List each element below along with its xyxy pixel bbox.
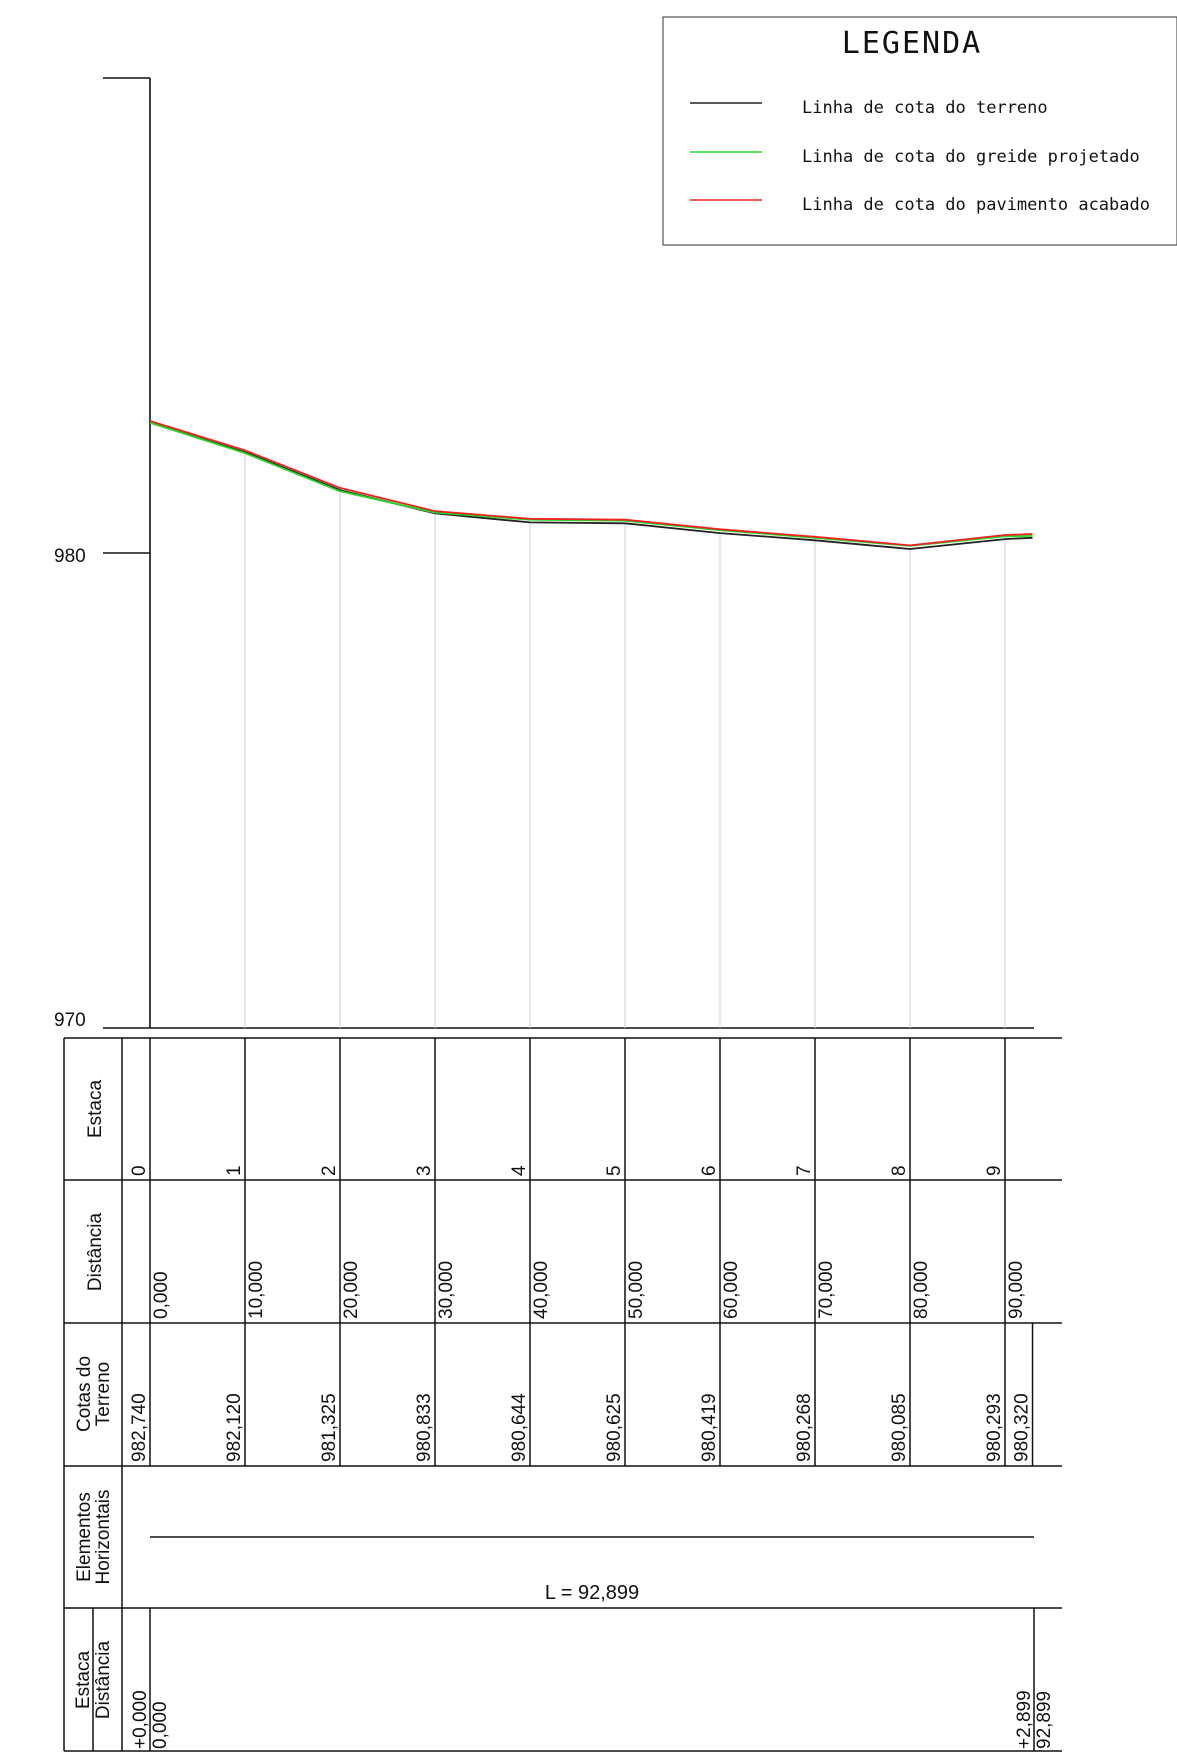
legend-box	[662, 16, 1177, 246]
row-label-cotas-l1: Cotas do	[74, 1356, 95, 1432]
legend-label-greide: Linha de cota do greide projetado	[802, 147, 1140, 167]
estaca-value: 1	[224, 1165, 245, 1176]
row-label-elementos-l2: Horizontais	[93, 1489, 114, 1584]
y-tick-label-970: 970	[54, 1010, 86, 1031]
estaca-value: 4	[509, 1165, 530, 1176]
estaca-value: 7	[794, 1165, 815, 1176]
bottom-end-distancia: 92,899	[1034, 1691, 1055, 1749]
bottom-end-estaca: +2,899	[1014, 1690, 1035, 1749]
y-tick-label-980: 980	[54, 546, 86, 567]
distancia-value: 50,000	[626, 1261, 647, 1319]
distancia-value: 90,000	[1006, 1261, 1027, 1319]
row-label-estaca: Estaca	[85, 1080, 106, 1139]
bottom-start-estaca: +0,000	[130, 1690, 151, 1749]
station-gridlines	[244, 452, 1006, 1028]
row-label-bottom-estaca: Estaca	[73, 1651, 94, 1710]
cota-terreno-value: 980,293	[984, 1393, 1005, 1462]
distancia-value: 20,000	[341, 1261, 362, 1319]
row-label-distancia: Distância	[85, 1213, 106, 1292]
estaca-value: 9	[984, 1165, 1005, 1176]
legend: LEGENDA Linha de cota do terreno Linha d…	[662, 16, 1177, 246]
legend-title: LEGENDA	[842, 26, 982, 61]
distancia-value: 40,000	[531, 1261, 552, 1319]
cota-terreno-value: 980,268	[794, 1393, 815, 1462]
legend-label-terreno: Linha de cota do terreno	[802, 98, 1048, 118]
cota-terreno-value: 980,419	[699, 1393, 720, 1462]
profile-line-pavimento	[149, 420, 1033, 547]
distancia-value: 70,000	[816, 1261, 837, 1319]
estaca-value: 5	[604, 1165, 625, 1176]
bottom-start-distancia: 0,000	[150, 1701, 171, 1749]
row-label-elementos-l1: Elementos	[74, 1492, 95, 1582]
legend-label-pavimento: Linha de cota do pavimento acabado	[802, 195, 1150, 215]
distancia-value: 80,000	[911, 1261, 932, 1319]
distancia-value: 0,000	[151, 1271, 172, 1319]
estaca-value: 0	[129, 1165, 150, 1176]
cota-terreno-value: 980,833	[414, 1393, 435, 1462]
estaca-value: 2	[319, 1165, 340, 1176]
profile-line-terreno	[149, 421, 1033, 550]
row-label-bottom-distancia: Distância	[93, 1641, 114, 1720]
cota-terreno-value: 980,644	[509, 1393, 530, 1462]
cota-terreno-value: 981,325	[319, 1393, 340, 1462]
estaca-value: 8	[889, 1165, 910, 1176]
row-label-cotas-l2: Terreno	[93, 1362, 114, 1426]
distancia-value: 60,000	[721, 1261, 742, 1319]
cota-terreno-value: 982,120	[224, 1393, 245, 1462]
y-axis: 980 970	[54, 77, 1034, 1031]
profile-table: Estaca Distância Cotas do Terreno Elemen…	[63, 1037, 1062, 1752]
estaca-value: 6	[699, 1165, 720, 1176]
horizontal-element-length: L = 92,899	[545, 1582, 639, 1604]
profile-line-greide	[149, 421, 1033, 547]
cota-terreno-value: 980,085	[889, 1393, 910, 1462]
cota-terreno-value: 980,320	[1012, 1393, 1033, 1462]
table-station-columns: 0 0,000 982,740 1 10,000 982,120 2 20,000 981,32…	[129, 1038, 1034, 1466]
distancia-value: 10,000	[246, 1261, 267, 1319]
cota-terreno-value: 982,740	[129, 1393, 150, 1462]
estaca-value: 3	[414, 1165, 435, 1176]
profile-lines	[149, 420, 1033, 550]
cota-terreno-value: 980,625	[604, 1393, 625, 1462]
distancia-value: 30,000	[436, 1261, 457, 1319]
